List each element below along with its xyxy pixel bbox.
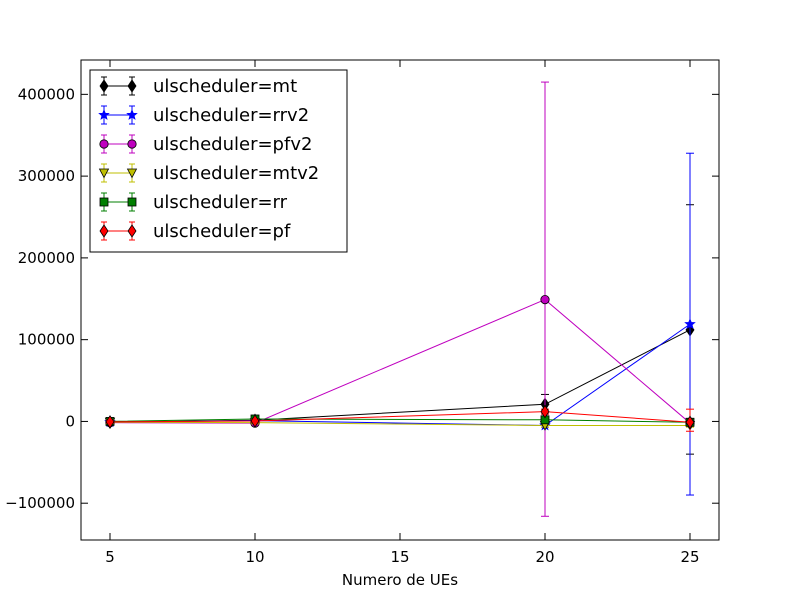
- legend-entry: ulscheduler=pf: [99, 221, 291, 242]
- y-tick-label: 400000: [18, 85, 75, 103]
- legend-label: ulscheduler=mt: [153, 76, 297, 97]
- y-tick-label: 300000: [18, 167, 75, 185]
- series-line: [109, 418, 691, 423]
- data-point: [250, 414, 260, 428]
- x-tick-label: 25: [680, 548, 699, 566]
- legend-entry: ulscheduler=mtv2: [98, 163, 319, 184]
- data-point: [685, 415, 695, 429]
- legend-marker: [99, 197, 109, 207]
- legend-entry: ulscheduler=rr: [99, 192, 288, 213]
- legend-label: ulscheduler=pf: [153, 221, 291, 242]
- legend-marker: [126, 168, 138, 179]
- legend-marker: [126, 108, 138, 120]
- x-tick-label: 20: [535, 548, 554, 566]
- legend-marker: [127, 197, 137, 207]
- x-tick-label: 5: [105, 548, 115, 566]
- y-tick-label: 200000: [18, 249, 75, 267]
- data-point: [540, 404, 550, 419]
- legend-marker: [98, 168, 110, 179]
- x-axis-label: Numero de UEs: [342, 571, 458, 589]
- x-tick-label: 15: [390, 548, 409, 566]
- ticks-layer: 5 10 15 20 25 −100000 0 100000 200000 300000 40000…: [5, 60, 719, 566]
- legend-marker: [99, 79, 109, 93]
- data-point: [105, 415, 115, 429]
- plot-layer: [104, 81, 696, 517]
- series-ulscheduler-pf: [105, 404, 695, 432]
- legend-marker: [98, 108, 110, 120]
- legend-label: ulscheduler=rrv2: [153, 105, 309, 126]
- legend-entry: ulscheduler=mt: [99, 76, 297, 97]
- series-line: [109, 411, 691, 423]
- legend-marker: [99, 224, 109, 238]
- legend-label: ulscheduler=mtv2: [153, 163, 319, 184]
- legend: ulscheduler=mt ulscheduler=rrv2 ulschedule…: [89, 69, 348, 253]
- legend-marker: [99, 139, 109, 149]
- legend-label: ulscheduler=rr: [153, 192, 288, 213]
- data-point: [684, 318, 696, 330]
- data-point: [540, 294, 550, 305]
- y-tick-label: 0: [65, 412, 75, 430]
- series-line: [109, 421, 690, 427]
- legend-entry: ulscheduler=pfv2: [99, 134, 312, 155]
- x-tick-label: 10: [245, 548, 264, 566]
- legend-marker: [127, 79, 137, 93]
- legend-marker: [127, 139, 137, 149]
- legend-entry: ulscheduler=rrv2: [98, 105, 309, 126]
- legend-label: ulscheduler=pfv2: [153, 134, 312, 155]
- y-tick-label: 100000: [18, 331, 75, 349]
- y-tick-label: −100000: [5, 494, 75, 512]
- legend-marker: [127, 224, 137, 238]
